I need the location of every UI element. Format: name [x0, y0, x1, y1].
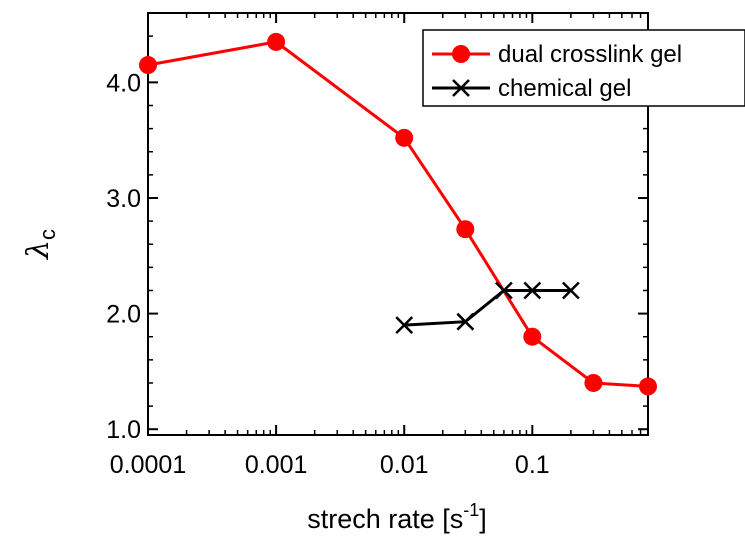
data-point	[456, 312, 475, 331]
y-tick-label: 4.0	[106, 69, 141, 97]
x-axis-label-superscript: -1	[463, 500, 479, 520]
y-tick-label: 2.0	[106, 301, 141, 329]
y-axis-label-subscript: c	[35, 229, 60, 240]
series-line	[404, 288, 571, 327]
x-marker-stroke	[452, 79, 470, 97]
x-marker-stroke	[456, 312, 475, 331]
x-marker-stroke	[395, 316, 414, 335]
data-point	[523, 281, 542, 300]
x-axis-label-suffix: ]	[479, 504, 487, 534]
data-point	[584, 373, 603, 392]
y-tick-label: 1.0	[106, 416, 141, 444]
series-chemical-gel	[395, 281, 580, 335]
data-point	[395, 316, 414, 335]
x-marker-stroke	[495, 281, 513, 300]
x-marker-stroke	[561, 281, 580, 300]
legend-marker	[452, 79, 470, 97]
series-dual-crosslink-gel	[139, 32, 657, 396]
data-point	[561, 281, 580, 300]
x-tick-label: 0.0001	[110, 451, 186, 479]
x-tick-label: 0.001	[245, 451, 308, 479]
x-tick-label: 0.01	[380, 451, 429, 479]
x-axis-label: strech rate [s-1]	[307, 500, 487, 534]
y-axis-label: λc	[21, 229, 60, 260]
legend: dual crosslink gel chemical gel	[422, 29, 745, 107]
data-point	[639, 377, 657, 396]
data-point	[456, 220, 475, 239]
ticks: 1.0 2.0 3.0 4.0 0.0001 0.001 0.01 0.1	[106, 12, 649, 479]
legend-box	[422, 29, 745, 107]
x-tick-label: 0.1	[515, 451, 550, 479]
legend-entry: dual crosslink gel	[432, 41, 682, 68]
data-point	[267, 32, 286, 51]
data-point	[495, 281, 513, 300]
x-marker-stroke	[523, 281, 542, 300]
y-tick-label: 3.0	[106, 185, 141, 213]
data-point	[523, 327, 542, 346]
legend-label: chemical gel	[498, 75, 631, 102]
data-point	[395, 128, 414, 147]
series-layer	[139, 32, 657, 396]
legend-entry: chemical gel	[432, 75, 631, 102]
legend-marker	[452, 45, 470, 63]
x-axis-label-main: strech rate [s	[307, 504, 463, 534]
legend-label: dual crosslink gel	[498, 41, 682, 68]
y-axis-label-main: λ	[21, 240, 56, 260]
data-point	[139, 56, 157, 75]
